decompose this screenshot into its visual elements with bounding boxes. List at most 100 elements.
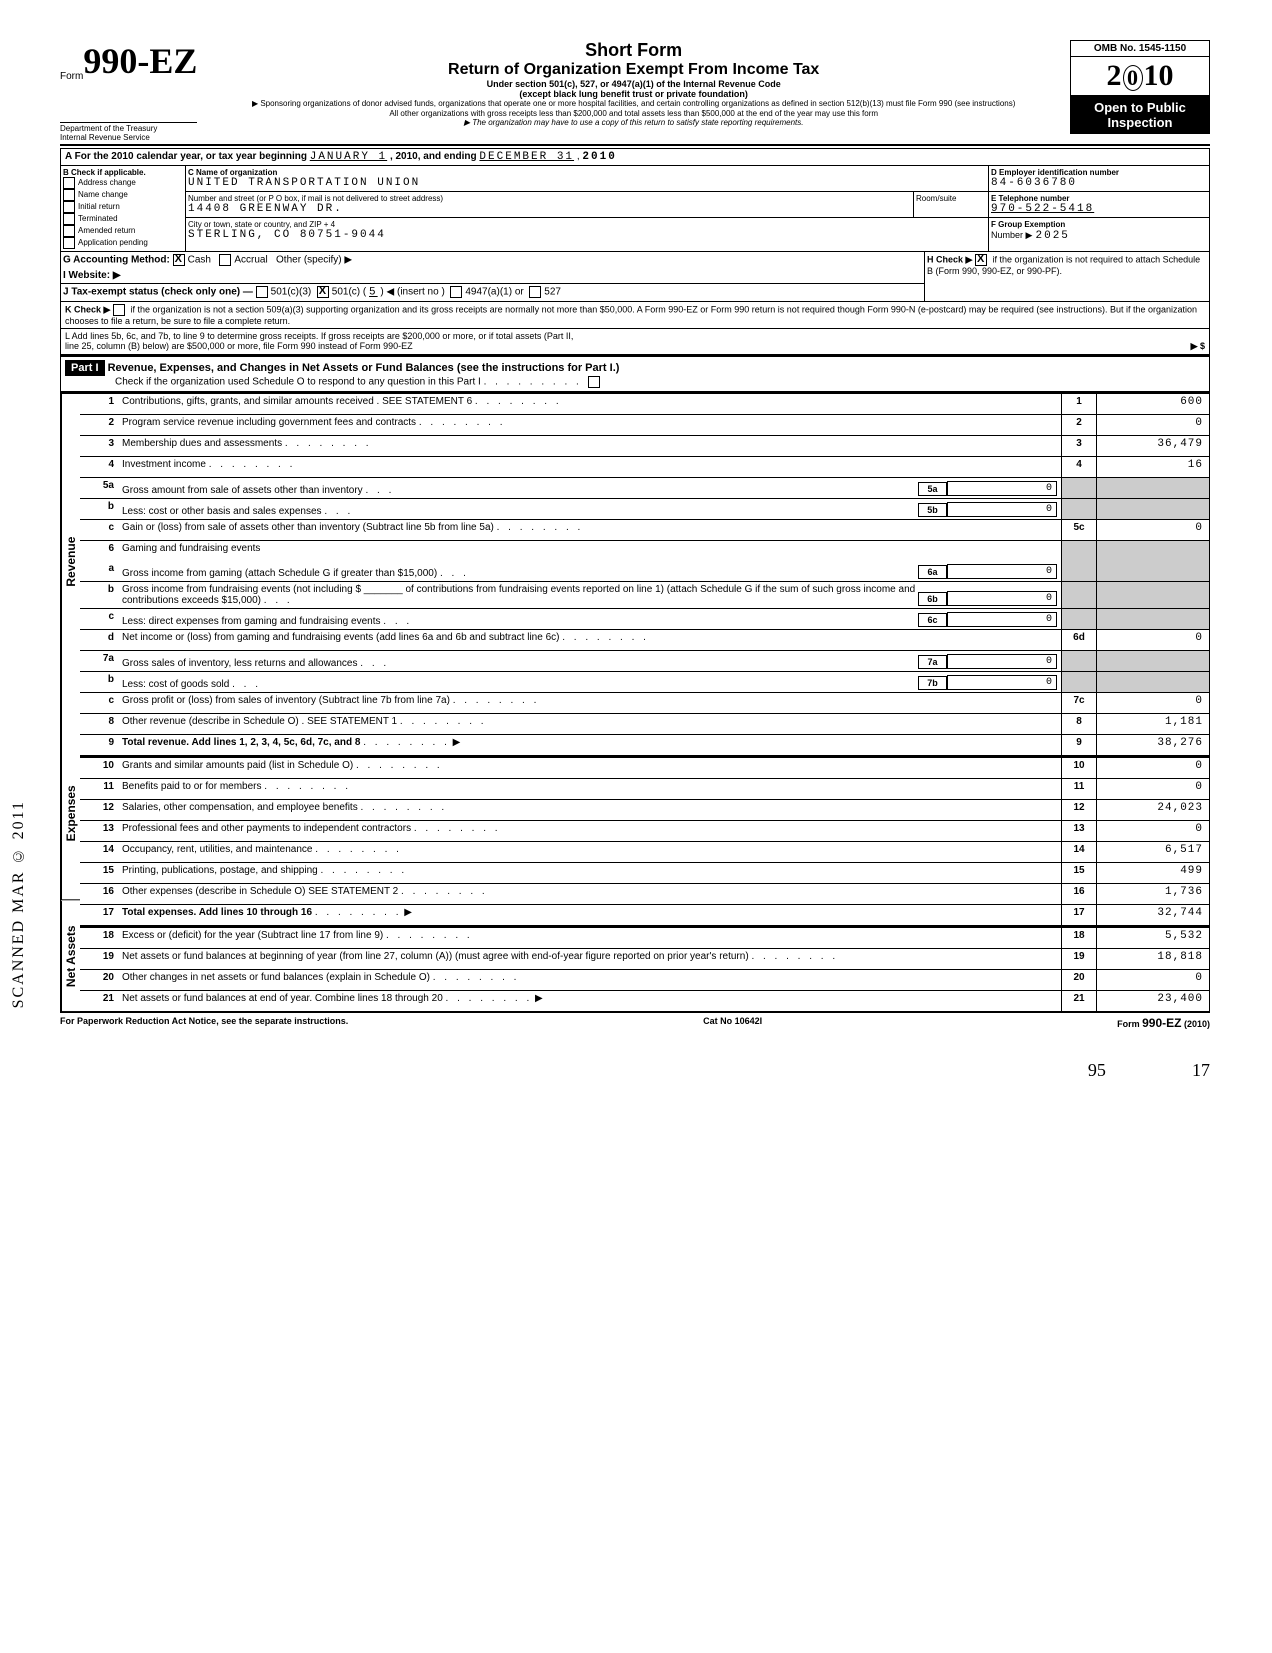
b-label: B Check if applicable. bbox=[63, 168, 146, 177]
check-h[interactable] bbox=[975, 254, 987, 266]
line-2: 2Program service revenue including gover… bbox=[80, 415, 1209, 436]
handwritten-95: 95 bbox=[1088, 1060, 1106, 1080]
line-11: 11Benefits paid to or for members . . . … bbox=[80, 779, 1209, 800]
subtitle2: (except black lung benefit trust or priv… bbox=[207, 89, 1060, 99]
netassets-label: Net Assets bbox=[61, 901, 80, 1012]
check-initial-return[interactable]: Initial return bbox=[63, 201, 183, 213]
check-cash[interactable] bbox=[173, 254, 185, 266]
line-21: 21Net assets or fund balances at end of … bbox=[80, 991, 1209, 1012]
check-amended[interactable]: Amended return bbox=[63, 225, 183, 237]
501c-label: 501(c) ( bbox=[332, 287, 366, 298]
check-501c3[interactable] bbox=[256, 286, 268, 298]
part1-title: Revenue, Expenses, and Changes in Net As… bbox=[108, 362, 620, 374]
form-header: Form 990-EZ Department of the Treasury I… bbox=[60, 40, 1210, 142]
l-text1: L Add lines 5b, 6c, and 7b, to line 9 to… bbox=[65, 331, 1205, 341]
open-inspection: Open to Public Inspection bbox=[1070, 96, 1210, 134]
527-label: 527 bbox=[544, 287, 561, 298]
page-footer: For Paperwork Reduction Act Notice, see … bbox=[60, 1016, 1210, 1030]
line-5c: cGain or (loss) from sale of assets othe… bbox=[80, 520, 1209, 541]
group-exemption: 2025 bbox=[1036, 230, 1070, 242]
inspect-line1: Open to Public bbox=[1074, 100, 1206, 115]
line-5a: 5aGross amount from sale of assets other… bbox=[80, 478, 1209, 499]
check-527[interactable] bbox=[529, 286, 541, 298]
k-text: if the organization is not a section 509… bbox=[65, 304, 1197, 326]
line-6a: aGross income from gaming (attach Schedu… bbox=[80, 561, 1209, 582]
l-text2: line 25, column (B) below) are $500,000 … bbox=[65, 341, 413, 352]
l-arrow: ▶ $ bbox=[1191, 341, 1205, 352]
addr-label: Number and street (or P O box, if mail i… bbox=[188, 194, 911, 203]
ein: 84-6036780 bbox=[991, 177, 1207, 189]
e-label: E Telephone number bbox=[991, 194, 1070, 203]
line-19: 19Net assets or fund balances at beginni… bbox=[80, 949, 1209, 970]
line-3: 3Membership dues and assessments . . . .… bbox=[80, 436, 1209, 457]
note3: ▶ The organization may have to use a cop… bbox=[207, 118, 1060, 128]
4947-label: 4947(a)(1) or bbox=[465, 287, 523, 298]
note2: All other organizations with gross recei… bbox=[207, 109, 1060, 119]
city-label: City or town, state or country, and ZIP … bbox=[188, 220, 986, 229]
line-15: 15Printing, publications, postage, and s… bbox=[80, 863, 1209, 884]
inspect-line2: Inspection bbox=[1074, 115, 1206, 130]
end-date: DECEMBER 31 bbox=[479, 151, 574, 163]
end-year: 2010 bbox=[582, 151, 616, 163]
room-label: Room/suite bbox=[913, 192, 988, 217]
check-k[interactable] bbox=[113, 304, 125, 316]
form-number: 990-EZ bbox=[83, 40, 197, 82]
insert-label: ) ◀ (insert no ) bbox=[380, 287, 444, 298]
note1: ▶ Sponsoring organizations of donor advi… bbox=[207, 99, 1060, 109]
footer-right: Form 990-EZ (2010) bbox=[1117, 1016, 1210, 1030]
other-label: Other (specify) ▶ bbox=[276, 255, 352, 266]
c-label: C Name of organization bbox=[188, 168, 277, 177]
expenses-label: Expenses bbox=[61, 728, 80, 900]
line-20: 20Other changes in net assets or fund ba… bbox=[80, 970, 1209, 991]
h-label: H Check ▶ bbox=[927, 254, 972, 264]
cash-label: Cash bbox=[188, 255, 211, 266]
year-suffix: 10 bbox=[1144, 59, 1174, 92]
begin-date: JANUARY 1 bbox=[310, 151, 387, 163]
line-6c: cLess: direct expenses from gaming and f… bbox=[80, 609, 1209, 630]
part1-header-row: Part I Revenue, Expenses, and Changes in… bbox=[60, 355, 1210, 392]
line-14: 14Occupancy, rent, utilities, and mainte… bbox=[80, 842, 1209, 863]
part1-body: Revenue Expenses Net Assets 1Contributio… bbox=[60, 392, 1210, 1013]
f-num-label: Number ▶ bbox=[991, 230, 1032, 240]
line-6b: bGross income from fundraising events (n… bbox=[80, 582, 1209, 609]
i-label: I Website: ▶ bbox=[63, 270, 121, 281]
check-4947[interactable] bbox=[450, 286, 462, 298]
check-schedule-o[interactable] bbox=[588, 376, 600, 388]
scanned-stamp: SCANNED MAR © 2011 bbox=[10, 800, 28, 1008]
line-4: 4Investment income . . . . . . . .416 bbox=[80, 457, 1209, 478]
footer-left: For Paperwork Reduction Act Notice, see … bbox=[60, 1016, 348, 1030]
line-a-mid: , 2010, and ending bbox=[390, 151, 477, 162]
year-prefix: 2 bbox=[1107, 59, 1122, 92]
501c-num: 5 bbox=[369, 287, 378, 299]
check-accrual[interactable] bbox=[219, 254, 231, 266]
check-address-change[interactable]: Address change bbox=[63, 177, 183, 189]
f-label: F Group Exemption bbox=[991, 220, 1065, 229]
line-13: 13Professional fees and other payments t… bbox=[80, 821, 1209, 842]
omb-number: OMB No. 1545-1150 bbox=[1070, 40, 1210, 57]
part1-badge: Part I bbox=[65, 360, 105, 376]
line-9: 9Total revenue. Add lines 1, 2, 3, 4, 5c… bbox=[80, 735, 1209, 756]
g-label: G Accounting Method: bbox=[63, 255, 170, 266]
title-main: Return of Organization Exempt From Incom… bbox=[207, 61, 1060, 79]
line-7a: 7aGross sales of inventory, less returns… bbox=[80, 651, 1209, 672]
part1-check-note: Check if the organization used Schedule … bbox=[115, 376, 481, 387]
title-short: Short Form bbox=[207, 40, 1060, 61]
k-label: K Check ▶ bbox=[65, 304, 110, 314]
check-application-pending[interactable]: Application pending bbox=[63, 237, 183, 249]
revenue-label: Revenue bbox=[61, 394, 80, 729]
line-6d: dNet income or (loss) from gaming and fu… bbox=[80, 630, 1209, 651]
line-17: 17Total expenses. Add lines 10 through 1… bbox=[80, 905, 1209, 926]
line-8: 8Other revenue (describe in Schedule O) … bbox=[80, 714, 1209, 735]
handwritten-17: 17 bbox=[1192, 1060, 1210, 1080]
org-city: STERLING, CO 80751-9044 bbox=[188, 229, 986, 241]
org-address: 14408 GREENWAY DR. bbox=[188, 203, 911, 215]
check-name-change[interactable]: Name change bbox=[63, 189, 183, 201]
accrual-label: Accrual bbox=[234, 255, 267, 266]
check-terminated[interactable]: Terminated bbox=[63, 213, 183, 225]
line-12: 12Salaries, other compensation, and empl… bbox=[80, 800, 1209, 821]
j-label: J Tax-exempt status (check only one) — bbox=[63, 287, 253, 298]
line-7c: cGross profit or (loss) from sales of in… bbox=[80, 693, 1209, 714]
subtitle1: Under section 501(c), 527, or 4947(a)(1)… bbox=[207, 79, 1060, 89]
dept-irs: Internal Revenue Service bbox=[60, 133, 197, 142]
check-501c[interactable] bbox=[317, 286, 329, 298]
